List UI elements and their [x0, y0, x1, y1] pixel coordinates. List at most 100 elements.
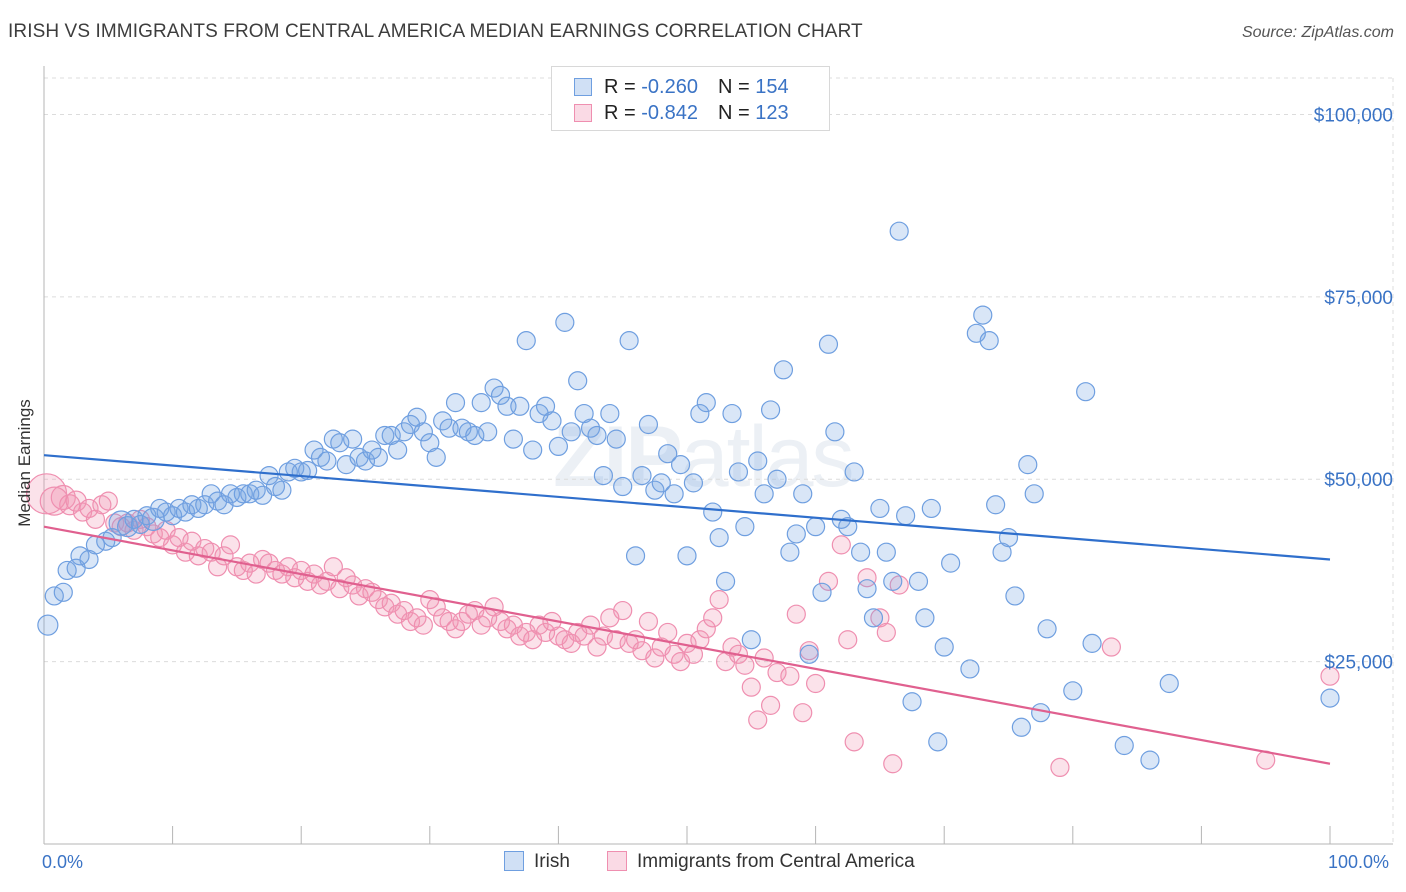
irish-point [889, 221, 909, 241]
y-tick-label: $100,000 [1314, 105, 1393, 126]
series-irish-points [37, 221, 1340, 770]
irish-point [998, 527, 1019, 548]
irish-point [600, 403, 620, 424]
x-axis [43, 66, 1393, 845]
irish-point [478, 422, 498, 442]
legend-item-irish[interactable]: Irish [504, 851, 570, 873]
irish-point [844, 462, 864, 482]
irish-point [883, 571, 903, 591]
irish-point [169, 498, 189, 519]
irish-point [156, 502, 176, 522]
irish-point [606, 429, 626, 449]
irish-point [433, 411, 453, 431]
irish-point [37, 614, 59, 636]
irish-point [773, 360, 794, 380]
central-america-point [349, 586, 369, 606]
x-axis-max-label: 100.0% [1328, 852, 1390, 872]
irish-point [709, 527, 729, 548]
central-america-legend-label: Immigrants from Central America [637, 851, 915, 872]
irish-point [163, 506, 183, 526]
irish-point [503, 429, 523, 449]
irish-swatch [574, 78, 592, 96]
irish-point [928, 732, 948, 752]
irish-point [201, 484, 221, 504]
irish-legend-swatch [504, 851, 524, 871]
irish-point [413, 422, 433, 442]
y-axis-label: Median Earnings [15, 399, 34, 527]
central-america-point [780, 666, 800, 686]
irish-point [1140, 750, 1160, 770]
central-america-point [664, 644, 684, 664]
irish-point [812, 582, 832, 602]
irish-point [876, 542, 896, 562]
legend-row-irish: R = -0.260 N = 154 [574, 76, 789, 100]
central-america-point [195, 538, 215, 559]
irish-point [915, 608, 935, 628]
irish-point [188, 498, 208, 519]
irish-point [760, 400, 781, 420]
central-america-point [330, 579, 350, 599]
irish-point [1076, 382, 1096, 402]
irish-point [677, 546, 697, 566]
central-america-point [413, 615, 433, 635]
irish-point [1011, 717, 1031, 737]
irish-point [741, 630, 761, 650]
irish-point [670, 455, 691, 475]
y-tick-label: $25,000 [1324, 653, 1393, 674]
central-america-point [535, 622, 556, 643]
central-america-point [638, 611, 659, 632]
irish-point [902, 692, 922, 712]
central-america-point [130, 509, 151, 529]
central-america-point [658, 622, 678, 643]
series-central-america-points [25, 473, 1340, 778]
irish-point [555, 312, 575, 332]
irish-point [979, 331, 999, 351]
irish-point [124, 509, 144, 529]
grid-lines [44, 77, 1394, 844]
central-america-point [606, 630, 626, 650]
irish-point [516, 331, 536, 351]
r-value: -0.842 [641, 102, 698, 124]
central-america-point [722, 637, 742, 657]
irish-point [272, 480, 292, 500]
central-america-point [709, 590, 729, 610]
central-america-point [613, 600, 633, 621]
irish-point [368, 447, 388, 467]
central-america-point [79, 498, 99, 519]
irish-point [1018, 455, 1038, 475]
irish-point [1114, 735, 1134, 756]
irish-point [896, 506, 916, 526]
central-america-point [838, 630, 858, 650]
y-tick-labels: $25,000 $50,000 $75,000 $100,000 [1314, 105, 1393, 673]
central-america-point [786, 604, 806, 624]
irish-point [195, 495, 215, 515]
central-america-point [767, 662, 787, 683]
irish-point [632, 465, 652, 486]
irish-point [638, 414, 659, 435]
irish-point [1005, 586, 1025, 606]
irish-legend-label: Irish [534, 851, 570, 872]
irish-point [568, 371, 588, 391]
irish-point [613, 476, 633, 497]
irish-point [838, 517, 858, 537]
irish-point [1037, 619, 1057, 639]
watermark-light: atlas [680, 409, 855, 505]
central-america-point [844, 732, 864, 752]
legend-item-central-america[interactable]: Immigrants from Central America [607, 851, 915, 873]
irish-point [973, 305, 993, 325]
irish-point [1320, 688, 1340, 708]
irish-point [748, 451, 768, 471]
irish-point [388, 440, 408, 460]
central-america-point [760, 695, 781, 715]
central-america-swatch [574, 104, 592, 122]
central-america-point [883, 754, 903, 774]
irish-point [304, 440, 324, 460]
irish-point [593, 465, 614, 486]
irish-point [394, 422, 414, 442]
central-america-point [690, 630, 710, 650]
y-tick-label: $50,000 [1324, 470, 1393, 491]
irish-point [805, 517, 826, 537]
irish-point [619, 331, 639, 351]
irish-point [561, 422, 581, 442]
irish-point [735, 517, 755, 537]
